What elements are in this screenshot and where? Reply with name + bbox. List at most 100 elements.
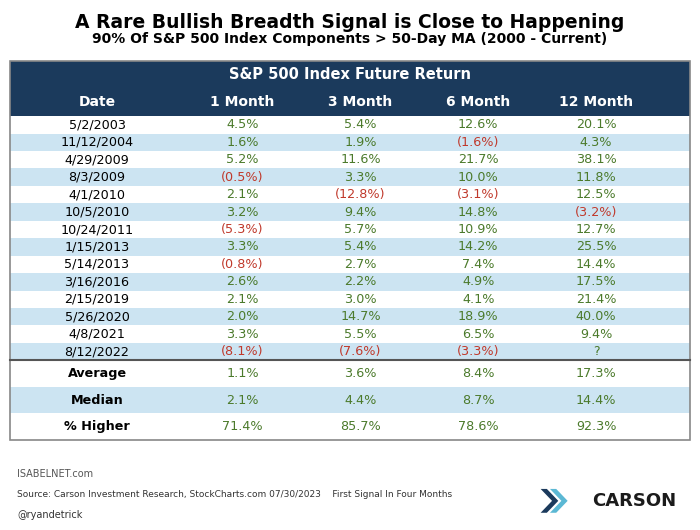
Text: 5/2/2003: 5/2/2003 — [69, 118, 125, 131]
Text: (7.6%): (7.6%) — [340, 345, 382, 358]
Text: 4.1%: 4.1% — [462, 293, 494, 306]
Text: 1/15/2013: 1/15/2013 — [64, 241, 130, 253]
Text: (0.5%): (0.5%) — [221, 171, 264, 184]
Polygon shape — [550, 489, 568, 513]
Text: 4/1/2010: 4/1/2010 — [69, 188, 125, 201]
Text: 12.7%: 12.7% — [575, 223, 617, 236]
Text: 10.9%: 10.9% — [458, 223, 498, 236]
Text: 8/12/2022: 8/12/2022 — [64, 345, 130, 358]
Text: 2.0%: 2.0% — [226, 310, 259, 323]
FancyBboxPatch shape — [10, 273, 690, 290]
Text: 85.7%: 85.7% — [340, 420, 381, 433]
Text: 4/29/2009: 4/29/2009 — [64, 153, 130, 166]
FancyBboxPatch shape — [10, 413, 690, 440]
Text: 4.5%: 4.5% — [226, 118, 259, 131]
Text: 2.1%: 2.1% — [226, 394, 259, 407]
Text: (1.6%): (1.6%) — [457, 136, 499, 149]
Text: 2.7%: 2.7% — [344, 258, 377, 271]
Text: 11.6%: 11.6% — [340, 153, 381, 166]
Text: 8/3/2009: 8/3/2009 — [69, 171, 125, 184]
Text: Median: Median — [71, 394, 123, 407]
Text: 38.1%: 38.1% — [575, 153, 617, 166]
Text: 4.4%: 4.4% — [344, 394, 377, 407]
Text: 40.0%: 40.0% — [575, 310, 617, 323]
Text: 17.5%: 17.5% — [575, 276, 617, 288]
Text: 12 Month: 12 Month — [559, 95, 633, 109]
Text: 6 Month: 6 Month — [446, 95, 510, 109]
Text: 10/5/2010: 10/5/2010 — [64, 206, 130, 218]
Text: 9.4%: 9.4% — [580, 328, 612, 341]
Text: 3.2%: 3.2% — [226, 206, 259, 218]
Text: 90% Of S&P 500 Index Components > 50-Day MA (2000 - Current): 90% Of S&P 500 Index Components > 50-Day… — [92, 32, 608, 46]
Text: (3.1%): (3.1%) — [457, 188, 500, 201]
Text: 14.7%: 14.7% — [340, 310, 381, 323]
Text: (3.2%): (3.2%) — [575, 206, 617, 218]
Text: 21.7%: 21.7% — [458, 153, 498, 166]
Polygon shape — [540, 489, 559, 513]
Text: 2.2%: 2.2% — [344, 276, 377, 288]
Text: 17.3%: 17.3% — [575, 367, 617, 380]
FancyBboxPatch shape — [10, 204, 690, 221]
Text: ISABELNET.com: ISABELNET.com — [18, 469, 93, 479]
Text: (0.8%): (0.8%) — [221, 258, 264, 271]
Text: Date: Date — [78, 95, 116, 109]
Text: 20.1%: 20.1% — [575, 118, 617, 131]
Text: 5.5%: 5.5% — [344, 328, 377, 341]
Text: 3 Month: 3 Month — [328, 95, 393, 109]
Text: 8.7%: 8.7% — [462, 394, 494, 407]
Text: 14.4%: 14.4% — [576, 258, 616, 271]
Text: 14.2%: 14.2% — [458, 241, 498, 253]
FancyBboxPatch shape — [10, 325, 690, 343]
Text: 6.5%: 6.5% — [462, 328, 494, 341]
Text: Average: Average — [67, 367, 127, 380]
FancyBboxPatch shape — [10, 61, 690, 89]
Text: 1.9%: 1.9% — [344, 136, 377, 149]
Text: 3.6%: 3.6% — [344, 367, 377, 380]
Text: 3.3%: 3.3% — [226, 241, 259, 253]
Text: 11/12/2004: 11/12/2004 — [60, 136, 134, 149]
Text: 25.5%: 25.5% — [575, 241, 617, 253]
Text: 5.4%: 5.4% — [344, 118, 377, 131]
Text: 71.4%: 71.4% — [223, 420, 263, 433]
Text: 7.4%: 7.4% — [462, 258, 494, 271]
FancyBboxPatch shape — [10, 89, 690, 116]
Text: 18.9%: 18.9% — [458, 310, 498, 323]
Text: 9.4%: 9.4% — [344, 206, 377, 218]
Text: CARSON: CARSON — [592, 492, 676, 510]
Text: 78.6%: 78.6% — [458, 420, 498, 433]
FancyBboxPatch shape — [10, 134, 690, 151]
FancyBboxPatch shape — [10, 221, 690, 238]
Text: (5.3%): (5.3%) — [221, 223, 264, 236]
Text: % Higher: % Higher — [64, 420, 130, 433]
Text: 5.2%: 5.2% — [226, 153, 259, 166]
Text: Source: Carson Investment Research, StockCharts.com 07/30/2023    First Signal I: Source: Carson Investment Research, Stoc… — [18, 490, 452, 499]
Text: (8.1%): (8.1%) — [221, 345, 264, 358]
Text: S&P 500 Index Future Return: S&P 500 Index Future Return — [229, 67, 471, 82]
FancyBboxPatch shape — [10, 343, 690, 360]
Text: 5.7%: 5.7% — [344, 223, 377, 236]
FancyBboxPatch shape — [10, 186, 690, 204]
FancyBboxPatch shape — [10, 308, 690, 325]
FancyBboxPatch shape — [10, 290, 690, 308]
Text: A Rare Bullish Breadth Signal is Close to Happening: A Rare Bullish Breadth Signal is Close t… — [76, 13, 624, 32]
Text: 12.6%: 12.6% — [458, 118, 498, 131]
Text: @ryandetrick: @ryandetrick — [18, 510, 83, 520]
FancyBboxPatch shape — [10, 255, 690, 273]
FancyBboxPatch shape — [10, 169, 690, 186]
Text: (3.3%): (3.3%) — [457, 345, 500, 358]
Text: 21.4%: 21.4% — [576, 293, 616, 306]
Text: 5.4%: 5.4% — [344, 241, 377, 253]
Text: 4.9%: 4.9% — [462, 276, 494, 288]
Text: 1.1%: 1.1% — [226, 367, 259, 380]
Text: 2.6%: 2.6% — [226, 276, 259, 288]
Text: 10/24/2011: 10/24/2011 — [60, 223, 134, 236]
Text: 2.1%: 2.1% — [226, 293, 259, 306]
Text: (12.8%): (12.8%) — [335, 188, 386, 201]
Text: 12.5%: 12.5% — [575, 188, 617, 201]
Text: 1.6%: 1.6% — [226, 136, 259, 149]
Text: 4/8/2021: 4/8/2021 — [69, 328, 125, 341]
Text: 3.0%: 3.0% — [344, 293, 377, 306]
Text: 8.4%: 8.4% — [462, 367, 494, 380]
FancyBboxPatch shape — [10, 360, 690, 387]
Text: 1 Month: 1 Month — [211, 95, 275, 109]
